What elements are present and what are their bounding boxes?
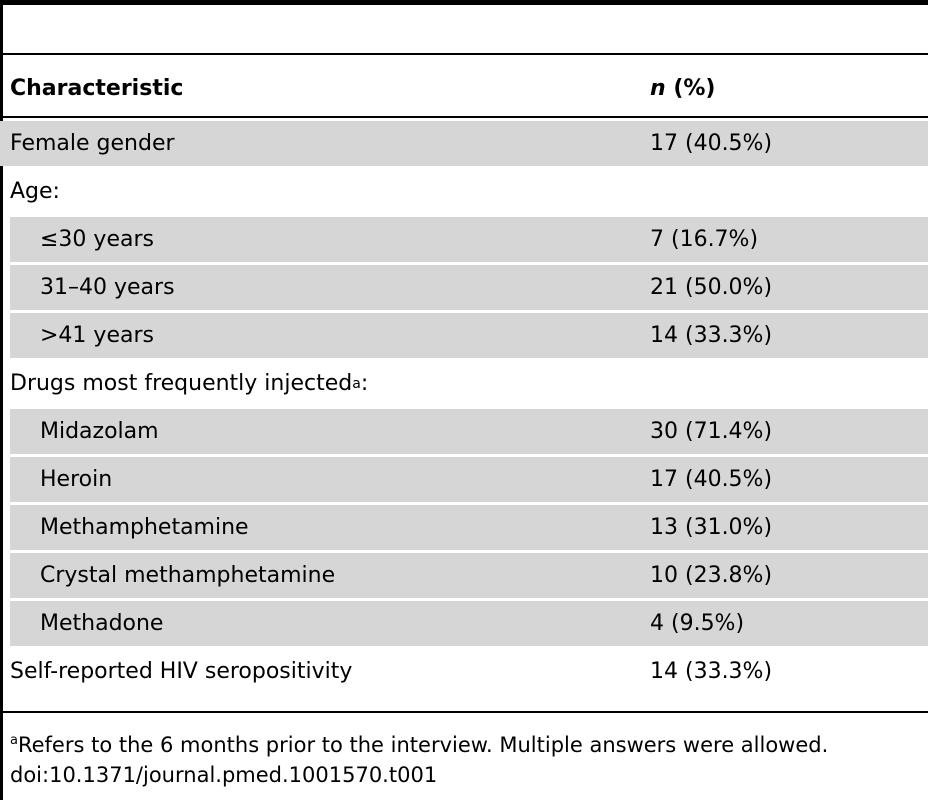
row-label: 31–40 years bbox=[40, 265, 175, 310]
row-value: 14 (33.3%) bbox=[650, 323, 773, 348]
header-percent: (%) bbox=[665, 75, 716, 101]
row-label: Self-reported HIV seropositivity bbox=[10, 649, 352, 694]
table-row: Self-reported HIV seropositivity 14 (33.3… bbox=[0, 649, 928, 694]
row-value: 13 (31.0%) bbox=[650, 515, 773, 540]
table-row: Methamphetamine 13 (31.0%) bbox=[10, 505, 928, 550]
row-label-text: Methadone bbox=[40, 611, 164, 636]
table-bottom-rule bbox=[0, 711, 928, 713]
row-label-text: Crystal methamphetamine bbox=[40, 563, 336, 588]
row-label: Age: bbox=[10, 169, 60, 214]
table-row: Female gender 17 (40.5%) bbox=[0, 121, 928, 166]
table-row: Heroin 17 (40.5%) bbox=[10, 457, 928, 502]
footnote-marker: a bbox=[10, 733, 18, 748]
row-label-text: Midazolam bbox=[40, 419, 159, 444]
row-label: >41 years bbox=[40, 313, 154, 358]
row-label-text: Age: bbox=[10, 179, 60, 204]
row-label: Methamphetamine bbox=[40, 505, 249, 550]
doi-link[interactable]: doi:10.1371/journal.pmed.1001570.t001 bbox=[10, 763, 438, 787]
left-border bbox=[0, 0, 3, 800]
header-bottom-rule bbox=[0, 116, 928, 118]
row-label: Female gender bbox=[10, 121, 175, 166]
row-label-text: Methamphetamine bbox=[40, 515, 249, 540]
footnote-text: Refers to the 6 months prior to the inte… bbox=[17, 733, 829, 757]
row-label-text: Self-reported HIV seropositivity bbox=[10, 659, 353, 684]
row-label-text: Heroin bbox=[40, 467, 113, 492]
row-value: 17 (40.5%) bbox=[650, 131, 773, 156]
row-value: 4 (9.5%) bbox=[650, 611, 745, 636]
row-value: 21 (50.0%) bbox=[650, 275, 773, 300]
footnote-text-line: aRefers to the 6 months prior to the int… bbox=[10, 730, 828, 760]
row-label-text: 31–40 years bbox=[40, 275, 175, 300]
row-label-text: Drugs most frequently injected bbox=[10, 371, 353, 396]
table-row: Drugs most frequently injected a: bbox=[0, 361, 928, 406]
row-value: 10 (23.8%) bbox=[650, 563, 773, 588]
header-top-rule bbox=[0, 53, 928, 55]
table-row: 31–40 years 21 (50.0%) bbox=[10, 265, 928, 310]
row-label: Drugs most frequently injected a: bbox=[10, 371, 369, 396]
row-value: 17 (40.5%) bbox=[650, 467, 773, 492]
row-label-text: ≤30 years bbox=[40, 227, 154, 252]
table-footnote: aRefers to the 6 months prior to the int… bbox=[10, 730, 828, 790]
table-row: Crystal methamphetamine 10 (23.8%) bbox=[10, 553, 928, 598]
header-n-percent: n (%) bbox=[650, 64, 715, 112]
row-label-suffix: : bbox=[360, 371, 369, 396]
table-row: ≤30 years 7 (16.7%) bbox=[10, 217, 928, 262]
table-row: Age: bbox=[0, 169, 928, 214]
row-label: Midazolam bbox=[40, 409, 159, 454]
row-label: Crystal methamphetamine bbox=[40, 553, 335, 598]
table-row: >41 years 14 (33.3%) bbox=[10, 313, 928, 358]
header-characteristic: Characteristic bbox=[10, 75, 184, 101]
table-row: Methadone 4 (9.5%) bbox=[10, 601, 928, 646]
row-label-text: Female gender bbox=[10, 131, 175, 156]
table-row: Midazolam 30 (71.4%) bbox=[10, 409, 928, 454]
row-label-text: >41 years bbox=[40, 323, 154, 348]
row-value: 14 (33.3%) bbox=[650, 659, 773, 684]
header-n: n bbox=[650, 75, 666, 101]
row-value: 30 (71.4%) bbox=[650, 419, 773, 444]
table-top-rule bbox=[0, 0, 928, 5]
row-label: Methadone bbox=[40, 601, 163, 646]
table-body: Female gender 17 (40.5%) Age: ≤30 years 7 (1… bbox=[0, 121, 928, 697]
row-value: 7 (16.7%) bbox=[650, 227, 759, 252]
table-header-row: Characteristic n (%) bbox=[0, 64, 928, 112]
row-label: Heroin bbox=[40, 457, 112, 502]
row-label: ≤30 years bbox=[40, 217, 154, 262]
